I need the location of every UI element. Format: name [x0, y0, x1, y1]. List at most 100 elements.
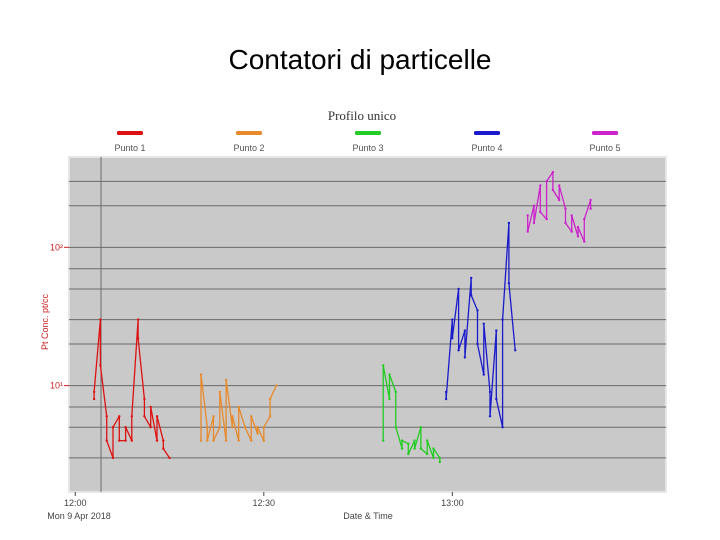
data-point	[589, 207, 592, 210]
data-point	[149, 426, 152, 429]
legend-swatch	[355, 131, 381, 135]
data-point	[99, 318, 102, 321]
data-point	[92, 397, 96, 401]
data-point	[476, 342, 479, 346]
data-point	[551, 170, 555, 174]
data-point	[400, 447, 404, 450]
series-line	[382, 364, 441, 462]
x-tick-label: 12:00	[64, 498, 87, 508]
data-point	[495, 329, 498, 332]
data-point	[463, 356, 467, 359]
data-point	[476, 309, 479, 312]
data-point	[212, 439, 215, 442]
y-tick-label: 10²	[50, 242, 63, 252]
chart-title: Profilo unico	[328, 108, 396, 123]
legend-label: Punto 1	[114, 143, 145, 153]
data-point	[407, 452, 410, 456]
data-point	[426, 439, 429, 442]
gridlines	[69, 157, 666, 492]
data-point	[224, 378, 228, 382]
data-point	[382, 439, 385, 442]
data-point	[256, 432, 259, 435]
data-point	[130, 415, 133, 418]
data-point	[438, 460, 441, 464]
data-point	[558, 184, 561, 187]
data-point	[444, 390, 448, 394]
data-point	[268, 415, 272, 418]
data-point	[111, 426, 115, 429]
data-point	[168, 456, 171, 460]
legend-label: Punto 4	[471, 143, 502, 153]
data-point	[149, 405, 152, 409]
data-point	[231, 426, 234, 429]
data-point	[388, 373, 391, 376]
data-point	[206, 426, 209, 429]
data-point	[419, 447, 423, 450]
data-point	[155, 439, 159, 442]
data-point	[532, 221, 536, 225]
x-axis-label: Date & Time	[343, 511, 393, 521]
data-point	[382, 364, 385, 367]
x-tick-label: 13:00	[441, 498, 464, 508]
data-point	[413, 439, 416, 442]
data-point	[451, 318, 454, 321]
data-point	[564, 207, 567, 210]
data-point	[558, 198, 561, 202]
data-point	[143, 415, 146, 418]
legend-label: Punto 2	[233, 143, 264, 153]
x-tick-label: 12:30	[253, 498, 276, 508]
slide-title: Contatori di particelle	[228, 44, 492, 75]
data-point	[394, 426, 397, 429]
data-point	[438, 456, 441, 460]
data-point	[570, 230, 573, 233]
data-point	[482, 373, 485, 376]
data-point	[143, 397, 146, 401]
data-point	[432, 456, 435, 460]
data-point	[268, 397, 272, 401]
data-point	[539, 184, 542, 187]
legend-swatch	[236, 131, 262, 135]
data-point	[583, 217, 586, 221]
data-point	[250, 439, 253, 442]
data-point	[457, 349, 460, 352]
legend-swatch	[592, 131, 618, 135]
y-axis-label: Pt Conc. pt/cc	[40, 293, 50, 350]
data-point	[105, 439, 108, 442]
data-point	[526, 214, 529, 217]
series-line	[200, 373, 277, 442]
data-point	[262, 439, 265, 442]
y-tick-label: 10¹	[50, 381, 63, 391]
legend: Punto 1 Punto 2 Punto 3 Punto 4 Punto 5	[114, 131, 621, 153]
data-point	[111, 456, 115, 460]
data-point	[570, 214, 573, 217]
data-point	[136, 318, 140, 321]
data-point	[444, 397, 448, 401]
data-point	[250, 415, 253, 418]
data-point	[451, 337, 454, 340]
legend-swatch	[117, 131, 143, 135]
data-point	[583, 240, 586, 243]
data-point	[576, 235, 580, 238]
data-point	[262, 426, 265, 429]
data-point	[394, 390, 397, 394]
data-point	[118, 415, 121, 418]
data-point	[256, 426, 259, 429]
data-point	[99, 364, 102, 367]
data-point	[92, 390, 96, 394]
data-point	[432, 447, 435, 450]
data-point	[551, 188, 555, 192]
data-point	[413, 447, 416, 450]
data-point	[564, 221, 567, 225]
data-point	[162, 439, 165, 442]
data-point	[400, 439, 404, 442]
data-point	[155, 415, 159, 418]
data-point	[199, 439, 203, 442]
data-point	[231, 415, 234, 418]
plot-area	[68, 156, 667, 493]
data-point	[526, 230, 529, 233]
data-point	[507, 282, 511, 285]
data-point	[388, 397, 391, 401]
data-point	[199, 373, 203, 376]
data-point	[532, 204, 536, 207]
